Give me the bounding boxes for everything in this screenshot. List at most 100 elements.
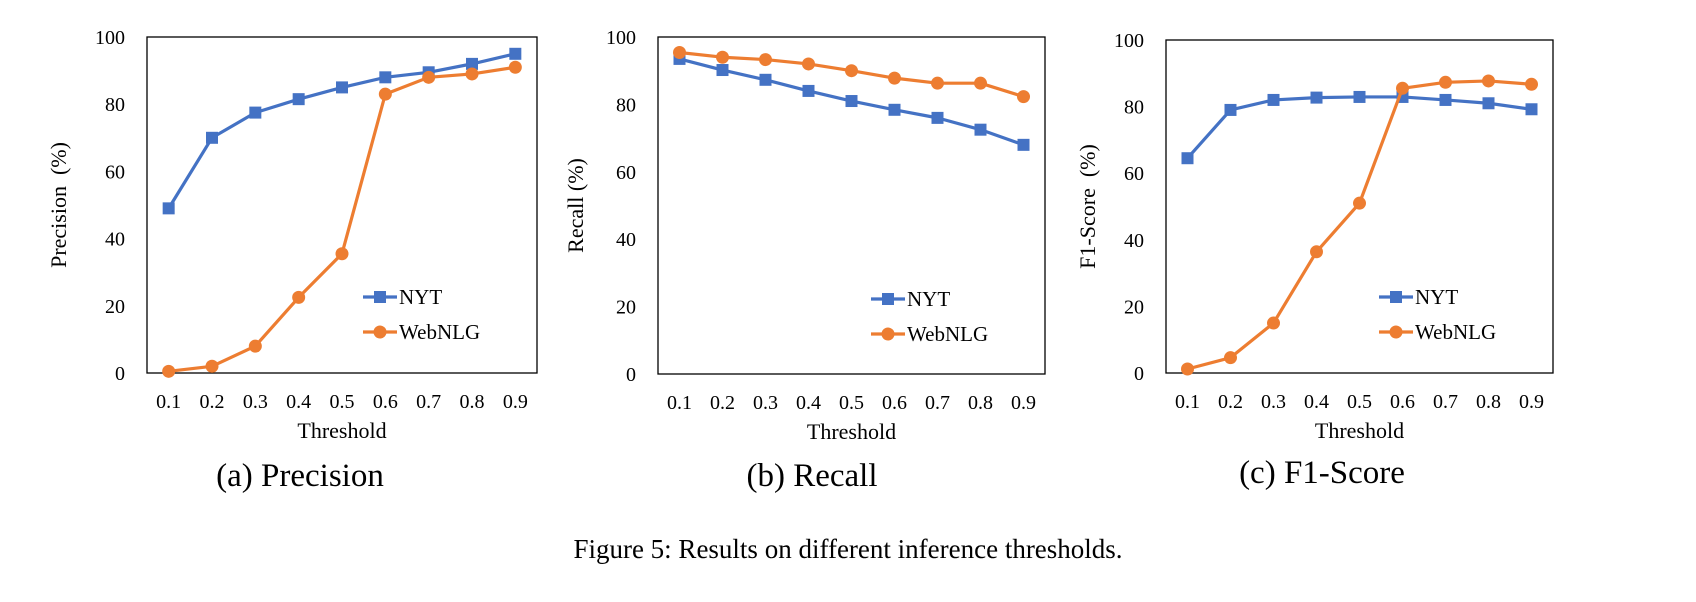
data-point-webnlg	[974, 76, 987, 90]
x-tick-label: 0.5	[1347, 391, 1372, 413]
legend-marker	[1390, 291, 1402, 303]
y-tick-label: 40	[616, 229, 636, 251]
data-point-webnlg	[845, 64, 858, 78]
data-point-webnlg	[292, 290, 306, 304]
y-tick-label: 20	[1124, 296, 1144, 318]
plot-area	[1165, 39, 1554, 374]
x-axis-label: Threshold	[807, 419, 896, 444]
chart-panel-3: 0 20 40 60 80 100 0.1 0.2 0.3 0.4 0.5 0.6 0.7 0.8 0.9 T…	[1075, 30, 1554, 491]
data-point-webnlg	[248, 339, 262, 353]
series-line-nyt	[167, 52, 516, 210]
legend-entry-nyt: NYT	[1379, 285, 1458, 309]
legend-entry-webnlg: WebNLG	[871, 322, 988, 346]
x-tick-label: 0.5	[330, 391, 355, 413]
x-tick-label: 0.2	[710, 392, 735, 414]
data-point-webnlg	[378, 87, 392, 101]
data-point-webnlg	[759, 53, 772, 67]
y-tick-label: 20	[105, 296, 125, 318]
data-point-webnlg	[1396, 81, 1409, 95]
x-tick-label: 0.9	[1519, 391, 1544, 413]
chart-panel-2: 0 20 40 60 80 100 0.1 0.2 0.3 0.4 0.5 0.6 0.7 0.8 0.9 T…	[563, 27, 1046, 494]
legend-entry-webnlg: WebNLG	[1379, 320, 1496, 344]
legend-entry-webnlg: WebNLG	[363, 320, 480, 344]
data-point-nyt	[888, 103, 901, 116]
x-tick-label: 0.7	[925, 392, 950, 414]
data-point-nyt	[1017, 138, 1030, 151]
data-point-nyt	[249, 106, 262, 119]
x-axis-label: Threshold	[297, 418, 386, 443]
data-point-webnlg	[422, 70, 436, 84]
y-tick-label: 40	[105, 229, 125, 251]
data-point-nyt	[1439, 93, 1452, 106]
x-tick-label: 0.8	[1476, 391, 1501, 413]
y-tick-label: 40	[1124, 230, 1144, 252]
y-tick-label: 100	[606, 27, 636, 49]
data-point-nyt	[466, 57, 478, 70]
y-tick-label: 0	[626, 364, 636, 386]
legend-marker	[374, 291, 386, 303]
data-point-nyt	[845, 95, 858, 108]
y-tick-label: 0	[115, 363, 125, 385]
data-point-nyt	[206, 131, 218, 144]
legend-label: NYT	[399, 285, 442, 309]
data-point-nyt	[1224, 103, 1237, 116]
legend-label: NYT	[907, 287, 950, 311]
data-point-nyt	[1525, 103, 1538, 116]
data-point-nyt	[1310, 91, 1323, 104]
data-point-nyt	[292, 93, 305, 106]
data-point-webnlg	[335, 247, 349, 261]
x-tick-label: 0.5	[839, 392, 864, 414]
data-point-nyt	[379, 71, 392, 84]
data-point-nyt	[162, 202, 175, 215]
figure-caption: Figure 5: Results on different inference…	[573, 534, 1122, 564]
x-tick-label: 0.7	[1433, 391, 1458, 413]
data-point-webnlg	[716, 50, 729, 64]
subcaption: (a) Precision	[216, 458, 384, 494]
series-webnlg	[673, 46, 1030, 104]
series-webnlg	[1181, 74, 1538, 376]
x-axis-label: Threshold	[1315, 418, 1404, 443]
chart-panel-1: 0 20 40 60 80 100 0.1 0.2 0.3 0.4 0.5 0.6 0.7 0.8 0.9 T…	[46, 27, 538, 494]
x-tick-label: 0.2	[200, 391, 225, 413]
y-axis-label: Precision (%)	[46, 142, 71, 268]
legend-marker	[881, 327, 895, 341]
data-point-nyt	[1181, 152, 1194, 165]
legend-entry-nyt: NYT	[363, 285, 442, 309]
legend-entry-nyt: NYT	[871, 287, 950, 311]
x-tick-label: 0.3	[1261, 391, 1286, 413]
legend-marker	[882, 293, 894, 305]
y-tick-label: 80	[616, 94, 636, 116]
data-point-nyt	[1482, 97, 1495, 110]
data-point-webnlg	[1017, 90, 1030, 104]
y-tick-label: 20	[616, 297, 636, 319]
data-point-webnlg	[205, 359, 219, 373]
data-point-webnlg	[508, 60, 522, 74]
data-point-webnlg	[162, 364, 176, 378]
y-tick-label: 80	[1124, 97, 1144, 119]
data-point-webnlg	[673, 46, 686, 60]
data-point-nyt	[1353, 90, 1366, 103]
y-axis-label: Recall (%)	[563, 158, 588, 253]
data-point-webnlg	[1525, 77, 1538, 91]
data-point-nyt	[974, 123, 987, 136]
data-point-webnlg	[1267, 316, 1280, 330]
data-point-webnlg	[802, 57, 815, 71]
y-axis-label: F1-Score (%)	[1075, 144, 1100, 269]
data-point-webnlg	[1224, 351, 1237, 365]
legend-label: NYT	[1415, 285, 1458, 309]
data-point-webnlg	[1353, 196, 1366, 210]
data-point-nyt	[931, 111, 944, 124]
data-point-webnlg	[1439, 75, 1452, 89]
data-point-nyt	[716, 64, 729, 77]
data-point-webnlg	[465, 67, 479, 81]
y-tick-label: 60	[616, 162, 636, 184]
x-tick-label: 0.2	[1218, 391, 1243, 413]
legend-marker	[1389, 325, 1403, 339]
data-point-nyt	[336, 81, 348, 94]
y-tick-label: 60	[1124, 163, 1144, 185]
subcaption: (b) Recall	[746, 458, 877, 494]
series-line-nyt	[1186, 95, 1532, 160]
x-tick-label: 0.9	[503, 391, 528, 413]
data-point-nyt	[802, 84, 815, 97]
